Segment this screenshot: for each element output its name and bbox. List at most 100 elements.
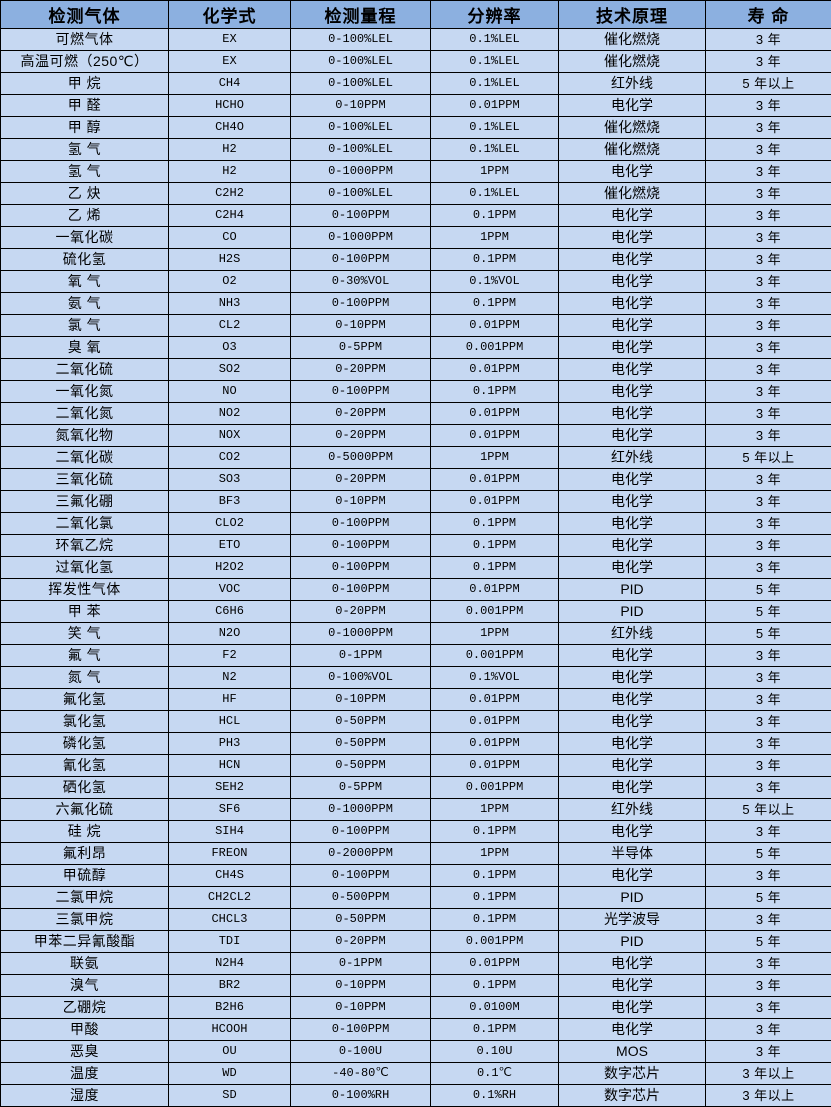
cell-range: 0-100%VOL bbox=[291, 667, 431, 689]
cell-principle: 电化学 bbox=[559, 689, 706, 711]
cell-resolution: 0.1%LEL bbox=[431, 73, 559, 95]
cell-resolution: 0.1%LEL bbox=[431, 139, 559, 161]
cell-resolution: 0.01PPM bbox=[431, 469, 559, 491]
cell-life: 3 年以上 bbox=[706, 1063, 831, 1085]
cell-range: 0-100PPM bbox=[291, 381, 431, 403]
cell-formula: CHCL3 bbox=[169, 909, 291, 931]
cell-formula: N2 bbox=[169, 667, 291, 689]
cell-life: 5 年 bbox=[706, 887, 831, 909]
cell-life: 3 年 bbox=[706, 359, 831, 381]
cell-name: 甲酸 bbox=[1, 1019, 169, 1041]
cell-formula: C2H4 bbox=[169, 205, 291, 227]
cell-name: 硫化氢 bbox=[1, 249, 169, 271]
cell-name: 乙硼烷 bbox=[1, 997, 169, 1019]
cell-name: 笑 气 bbox=[1, 623, 169, 645]
cell-range: 0-50PPM bbox=[291, 755, 431, 777]
cell-life: 3 年 bbox=[706, 953, 831, 975]
cell-resolution: 0.01PPM bbox=[431, 733, 559, 755]
column-header-resolution: 分辨率 bbox=[431, 1, 559, 29]
cell-range: 0-1000PPM bbox=[291, 623, 431, 645]
cell-principle: 电化学 bbox=[559, 337, 706, 359]
cell-formula: CH4 bbox=[169, 73, 291, 95]
cell-formula: N2H4 bbox=[169, 953, 291, 975]
cell-name: 乙 炔 bbox=[1, 183, 169, 205]
cell-resolution: 0.1PPM bbox=[431, 975, 559, 997]
cell-formula: WD bbox=[169, 1063, 291, 1085]
cell-name: 氟利昂 bbox=[1, 843, 169, 865]
cell-formula: O2 bbox=[169, 271, 291, 293]
cell-life: 3 年 bbox=[706, 997, 831, 1019]
cell-formula: NH3 bbox=[169, 293, 291, 315]
cell-name: 联氨 bbox=[1, 953, 169, 975]
cell-life: 5 年 bbox=[706, 601, 831, 623]
cell-formula: ETO bbox=[169, 535, 291, 557]
cell-life: 3 年 bbox=[706, 755, 831, 777]
cell-life: 3 年 bbox=[706, 909, 831, 931]
cell-life: 3 年 bbox=[706, 1019, 831, 1041]
cell-resolution: 0.001PPM bbox=[431, 337, 559, 359]
cell-life: 3 年 bbox=[706, 403, 831, 425]
cell-formula: H2O2 bbox=[169, 557, 291, 579]
cell-resolution: 0.001PPM bbox=[431, 777, 559, 799]
cell-life: 3 年 bbox=[706, 733, 831, 755]
cell-resolution: 0.1%VOL bbox=[431, 667, 559, 689]
cell-range: 0-20PPM bbox=[291, 601, 431, 623]
cell-name: 甲 苯 bbox=[1, 601, 169, 623]
cell-resolution: 0.1PPM bbox=[431, 513, 559, 535]
cell-range: 0-100PPM bbox=[291, 535, 431, 557]
cell-resolution: 1PPM bbox=[431, 623, 559, 645]
cell-formula: HCOOH bbox=[169, 1019, 291, 1041]
cell-range: 0-100U bbox=[291, 1041, 431, 1063]
cell-life: 3 年 bbox=[706, 469, 831, 491]
header-row: 检测气体 化学式 检测量程 分辨率 技术原理 寿 命 bbox=[1, 1, 831, 29]
cell-resolution: 0.01PPM bbox=[431, 425, 559, 447]
cell-formula: SF6 bbox=[169, 799, 291, 821]
cell-principle: 催化燃烧 bbox=[559, 51, 706, 73]
cell-principle: 红外线 bbox=[559, 799, 706, 821]
column-header-name: 检测气体 bbox=[1, 1, 169, 29]
cell-resolution: 0.1PPM bbox=[431, 381, 559, 403]
cell-life: 3 年 bbox=[706, 645, 831, 667]
cell-life: 3 年 bbox=[706, 557, 831, 579]
cell-resolution: 1PPM bbox=[431, 799, 559, 821]
cell-formula: HCN bbox=[169, 755, 291, 777]
cell-principle: 电化学 bbox=[559, 513, 706, 535]
cell-range: 0-20PPM bbox=[291, 425, 431, 447]
cell-name: 一氧化碳 bbox=[1, 227, 169, 249]
cell-formula: CL2 bbox=[169, 315, 291, 337]
cell-formula: HCL bbox=[169, 711, 291, 733]
cell-life: 3 年 bbox=[706, 227, 831, 249]
cell-formula: C6H6 bbox=[169, 601, 291, 623]
cell-range: 0-100PPM bbox=[291, 865, 431, 887]
cell-resolution: 0.01PPM bbox=[431, 689, 559, 711]
cell-resolution: 0.10U bbox=[431, 1041, 559, 1063]
cell-life: 3 年 bbox=[706, 51, 831, 73]
cell-resolution: 0.01PPM bbox=[431, 755, 559, 777]
cell-resolution: 0.01PPM bbox=[431, 579, 559, 601]
cell-resolution: 0.1PPM bbox=[431, 887, 559, 909]
cell-principle: 催化燃烧 bbox=[559, 183, 706, 205]
cell-resolution: 0.1PPM bbox=[431, 557, 559, 579]
cell-principle: 电化学 bbox=[559, 535, 706, 557]
cell-principle: 电化学 bbox=[559, 161, 706, 183]
cell-range: 0-50PPM bbox=[291, 711, 431, 733]
cell-resolution: 0.1%LEL bbox=[431, 117, 559, 139]
cell-range: 0-10PPM bbox=[291, 997, 431, 1019]
cell-name: 氟化氢 bbox=[1, 689, 169, 711]
cell-resolution: 0.1PPM bbox=[431, 535, 559, 557]
cell-name: 恶臭 bbox=[1, 1041, 169, 1063]
cell-principle: 电化学 bbox=[559, 755, 706, 777]
